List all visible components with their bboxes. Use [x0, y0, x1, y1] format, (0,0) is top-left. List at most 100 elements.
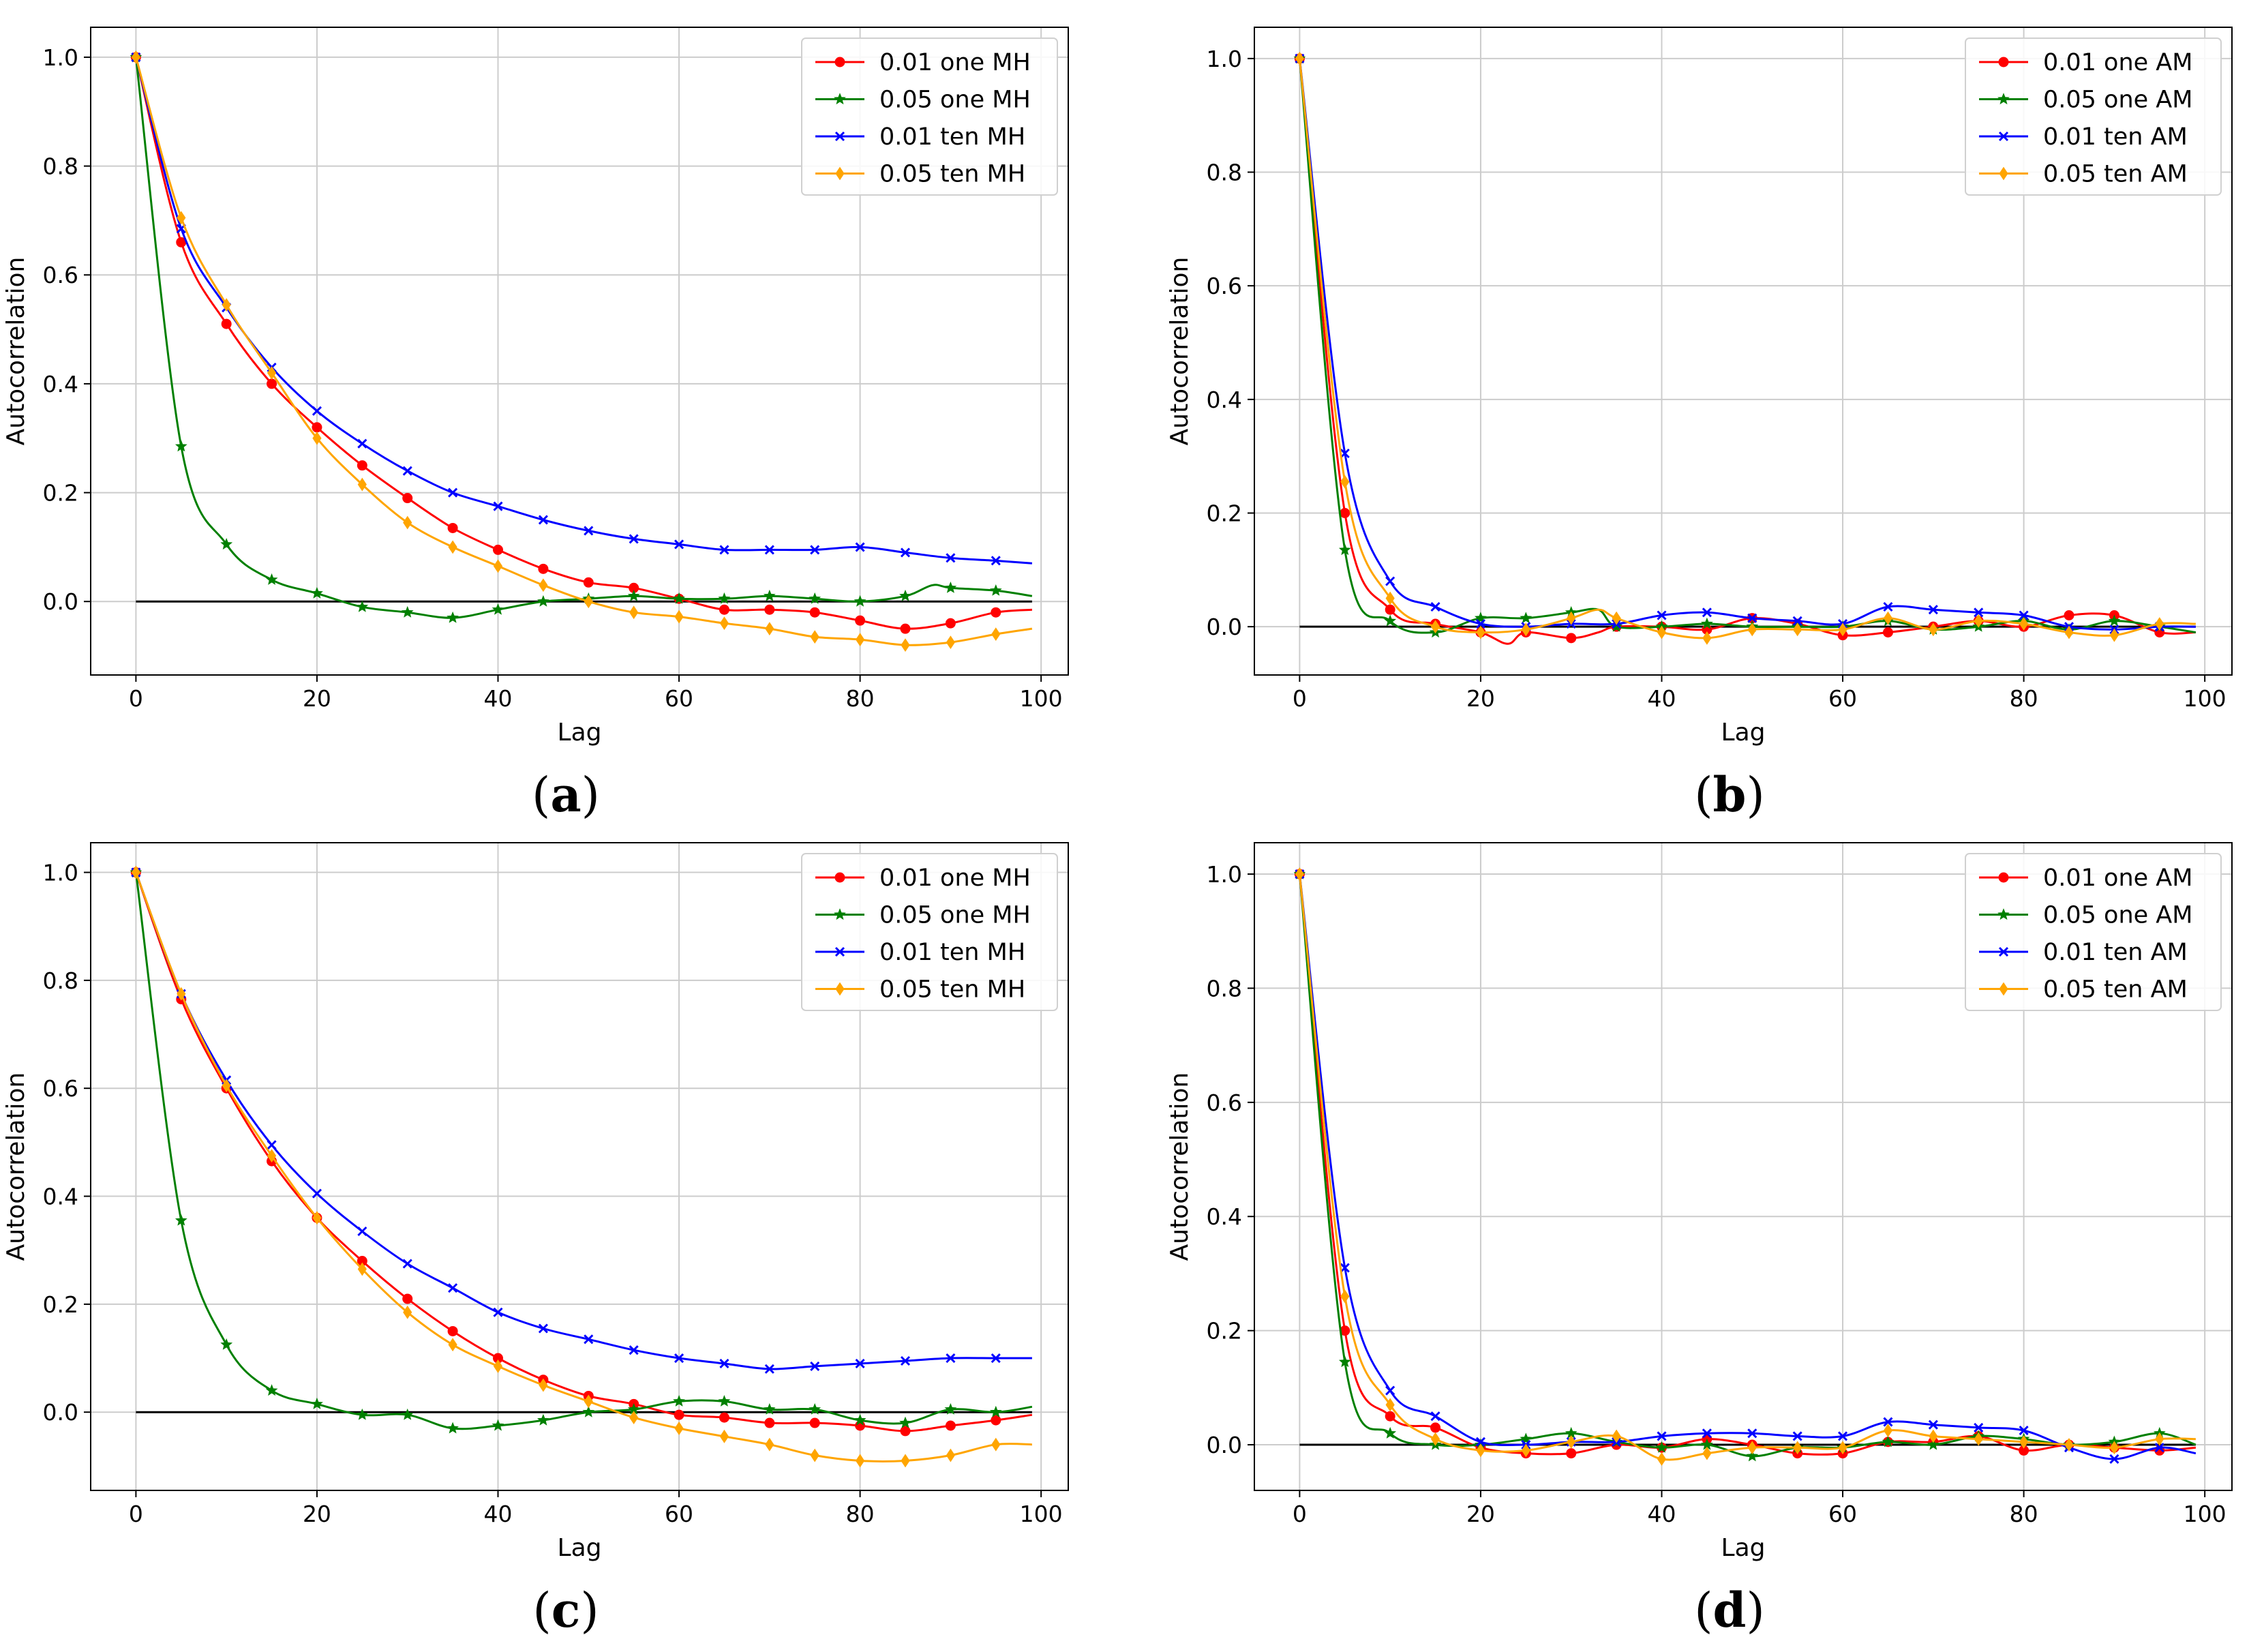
- data-point-orange: [1838, 1441, 1847, 1455]
- y-tick-label: 0.8: [1207, 160, 1242, 186]
- data-point-orange: [2155, 617, 2164, 631]
- data-point-green: [356, 1408, 369, 1420]
- data-point-green: [356, 600, 369, 612]
- data-point-blue: [1928, 605, 1938, 615]
- data-point-blue: [674, 539, 684, 550]
- data-point-orange: [719, 1429, 729, 1443]
- data-point-orange: [1974, 614, 1983, 628]
- data-point-orange: [1340, 475, 1350, 489]
- data-point-orange: [448, 540, 457, 554]
- y-tick-label: 0.8: [1207, 975, 1242, 1002]
- x-tick-label: 20: [303, 1501, 331, 1527]
- data-point-orange: [267, 366, 277, 380]
- data-point-blue: [1385, 576, 1395, 586]
- data-point-green: [1475, 612, 1487, 624]
- x-axis-label: Lag: [1721, 1534, 1766, 1562]
- data-point-blue: [357, 438, 367, 449]
- x-tick-label: 100: [2184, 685, 2227, 712]
- data-point-red: [2064, 610, 2074, 620]
- data-point-blue: [312, 1188, 322, 1199]
- data-point-orange: [1793, 1441, 1802, 1455]
- chart-panel-4: 0 20 40 60 80 100 0.0 0.2 0.4 0.6 0.8 1.0 Lag Autocor…: [1166, 842, 2233, 1638]
- data-point-blue: [1475, 618, 1486, 629]
- x-tick-label: 100: [2184, 1501, 2227, 1527]
- x-tick-label: 40: [484, 1501, 513, 1527]
- data-point-red: [1430, 1422, 1441, 1433]
- data-point-blue: [991, 1353, 1001, 1364]
- data-point-orange: [719, 616, 729, 631]
- data-point-red: [809, 607, 820, 618]
- legend-marker-blue: [834, 131, 845, 142]
- data-point-orange: [2109, 1441, 2119, 1455]
- data-point-orange: [856, 633, 865, 647]
- legend: 0.01 one MH 0.05 one MH 0.01 ten MH 0.05 te…: [801, 853, 1058, 1011]
- data-point-green: [311, 1397, 323, 1409]
- data-point-orange: [403, 1305, 412, 1319]
- data-point-blue: [764, 545, 774, 555]
- data-point-green: [175, 1214, 187, 1226]
- data-point-orange: [2064, 1438, 2074, 1452]
- data-point-orange: [1747, 1441, 1757, 1455]
- legend-box: [1965, 853, 2222, 1011]
- axes-frame: [90, 842, 1069, 1491]
- data-point-orange: [1702, 1446, 1712, 1460]
- axes-frame: [1254, 27, 2233, 676]
- legend-label: 0.01 ten AM: [2043, 123, 2188, 151]
- data-point-blue: [402, 1259, 412, 1269]
- x-axis-label: Lag: [558, 1534, 602, 1562]
- data-point-blue: [267, 1140, 277, 1150]
- data-point-blue: [764, 1364, 774, 1374]
- x-tick-label: 60: [1828, 685, 1857, 712]
- data-point-red: [991, 607, 1001, 618]
- data-point-blue: [538, 515, 548, 525]
- data-point-blue: [584, 526, 594, 536]
- x-tick-label: 40: [1648, 685, 1676, 712]
- legend-label: 0.01 ten MH: [879, 123, 1025, 151]
- data-point-green: [2108, 614, 2121, 627]
- chart-panel-3: 0 20 40 60 80 100 0.0 0.2 0.4 0.6 0.8 1.0 Lag Autocor…: [2, 842, 1069, 1638]
- data-point-green: [899, 1416, 911, 1428]
- series-group: [130, 865, 1033, 1468]
- data-point-blue: [493, 501, 503, 511]
- legend-marker-red: [1998, 872, 2009, 883]
- data-point-blue: [1657, 610, 1667, 620]
- data-point-red: [583, 577, 594, 588]
- data-point-blue: [900, 1355, 911, 1366]
- data-point-red: [1566, 633, 1577, 644]
- data-point-red: [900, 1426, 911, 1437]
- data-point-green: [627, 589, 640, 601]
- legend-marker-red: [1998, 57, 2009, 67]
- series-group: [1293, 51, 2197, 645]
- data-point-green: [854, 595, 866, 607]
- legend-label: 0.05 one MH: [879, 87, 1031, 114]
- legend-label: 0.05 one AM: [2043, 902, 2192, 929]
- data-point-orange: [177, 987, 186, 1001]
- y-tick-label: 0.0: [1207, 1432, 1242, 1458]
- data-point-blue: [1792, 1431, 1802, 1441]
- legend-marker-blue: [834, 946, 845, 957]
- y-tick-label: 0.6: [43, 1075, 78, 1102]
- data-point-blue: [2019, 610, 2029, 620]
- data-point-green: [401, 605, 414, 618]
- x-tick-label: 0: [1293, 685, 1307, 712]
- data-point-red: [764, 604, 775, 615]
- data-point-orange: [1747, 622, 1757, 637]
- x-tick-label: 60: [665, 1501, 693, 1527]
- data-point-green: [1338, 543, 1351, 556]
- x-tick-label: 20: [303, 685, 331, 712]
- data-point-orange: [493, 559, 503, 573]
- data-point-green: [447, 1422, 459, 1434]
- chart-panel-1: 0 20 40 60 80 100 0.0 0.2 0.4 0.6 0.8 1.0 Lag Autocor…: [2, 27, 1069, 823]
- data-point-green: [492, 1419, 504, 1431]
- legend-marker-red: [834, 57, 845, 67]
- data-point-blue: [855, 1358, 865, 1369]
- data-point-orange: [1657, 625, 1667, 640]
- data-point-blue: [810, 1361, 820, 1371]
- legend-box: [801, 37, 1058, 196]
- legend-marker-green: [1997, 908, 2010, 920]
- data-point-red: [267, 378, 277, 389]
- series-line-green: [1298, 873, 2197, 1458]
- x-tick-label: 20: [1466, 685, 1495, 712]
- data-point-orange: [1883, 611, 1893, 625]
